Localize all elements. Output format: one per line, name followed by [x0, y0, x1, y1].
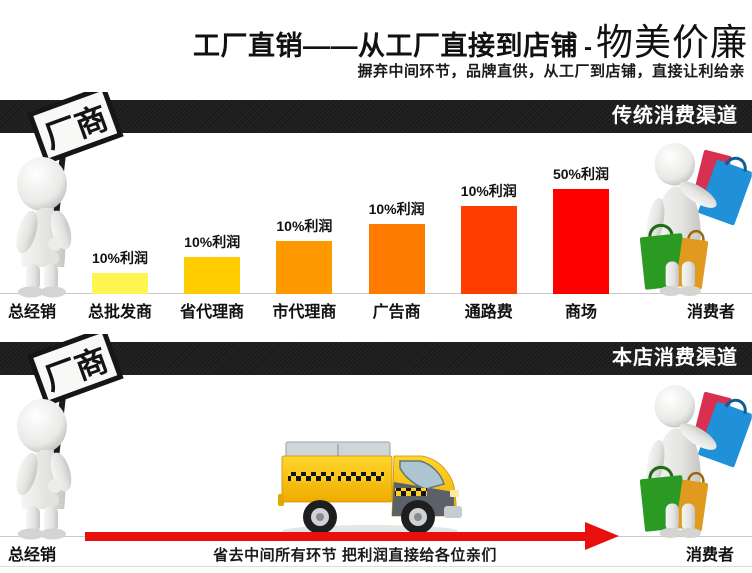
endpoint-left-traditional: 总经销 [8, 304, 57, 321]
profit-bar [184, 257, 241, 294]
factory-figure-icon [2, 92, 132, 298]
chart-category-label: 商场 [564, 304, 598, 321]
profit-bar-value-label: 10%利润 [184, 234, 241, 250]
page-title: 工厂直销——从工厂直接到店铺 - 物美价廉 [193, 12, 748, 66]
section-header-direct: 本店消费渠道 [0, 342, 752, 375]
profit-bar-value-label: 10%利润 [276, 218, 333, 234]
profit-bar-value-label: 10%利润 [460, 183, 517, 199]
endpoint-right-traditional: 消费者 [686, 304, 736, 321]
chart-category-label: 市代理商 [272, 304, 337, 321]
red-arrow-head-icon [585, 522, 619, 550]
page-title-main: 工厂直销——从工厂直接到店铺 [193, 31, 578, 61]
profit-bar [276, 241, 333, 294]
chart-category-label: 总批发商 [87, 304, 153, 321]
chart-category-label: 广告商 [372, 304, 421, 321]
red-arrow-shaft [85, 532, 587, 541]
profit-bar [553, 189, 609, 294]
consumer-figure-icon [634, 140, 752, 296]
factory-figure-icon [2, 334, 132, 540]
profit-bar [460, 206, 517, 294]
profit-bar-value-label: 10%利润 [368, 201, 425, 217]
page-title-accent: 物美价廉 [596, 22, 748, 63]
endpoint-left-direct: 总经销 [8, 547, 57, 564]
page-title-dash: - [584, 34, 592, 61]
profit-bar-value-label: 10%利润 [91, 250, 149, 266]
endpoint-right-direct: 消费者 [685, 547, 735, 564]
profit-bar [368, 224, 425, 294]
profit-bar-value-label: 50%利润 [552, 166, 610, 182]
consumer-figure-icon [634, 382, 752, 538]
page-subtitle: 摒弃中间环节，品牌直供，从工厂到店铺，直接让利给亲 [357, 63, 745, 80]
delivery-truck-icon [276, 426, 464, 538]
profit-bar [92, 273, 148, 294]
chart-category-label: 省代理商 [180, 304, 245, 321]
section-header-traditional: 传统消费渠道 [0, 100, 752, 133]
profit-bar-chart: 10%利润 10%利润 10%利润 10%利润 10%利润 50%利润 [0, 150, 752, 294]
bottom-border [0, 566, 752, 567]
chart-category-label: 通路费 [464, 304, 513, 321]
direct-channel-caption: 省去中间所有环节 把利润直接给各位亲们 [213, 547, 497, 564]
